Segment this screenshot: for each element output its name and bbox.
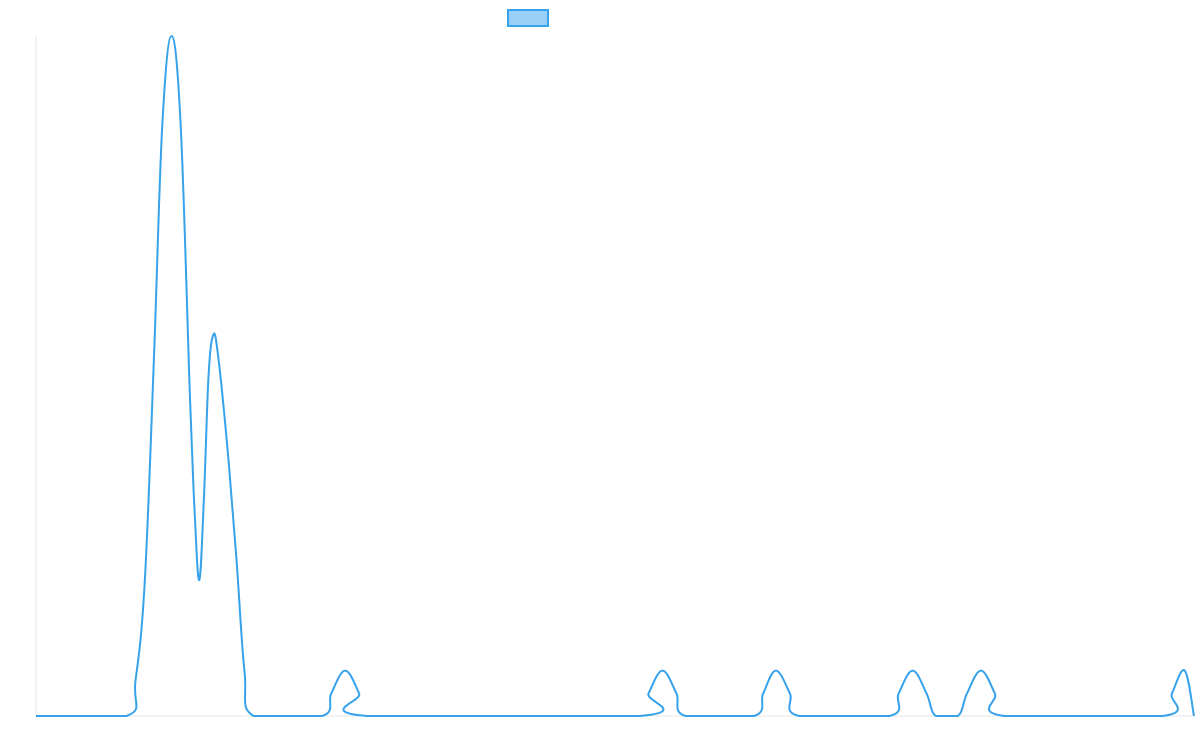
series-layer — [36, 35, 1195, 718]
series-line-0 — [36, 35, 1195, 718]
legend[interactable] — [507, 9, 549, 27]
legend-swatch[interactable] — [507, 9, 549, 27]
